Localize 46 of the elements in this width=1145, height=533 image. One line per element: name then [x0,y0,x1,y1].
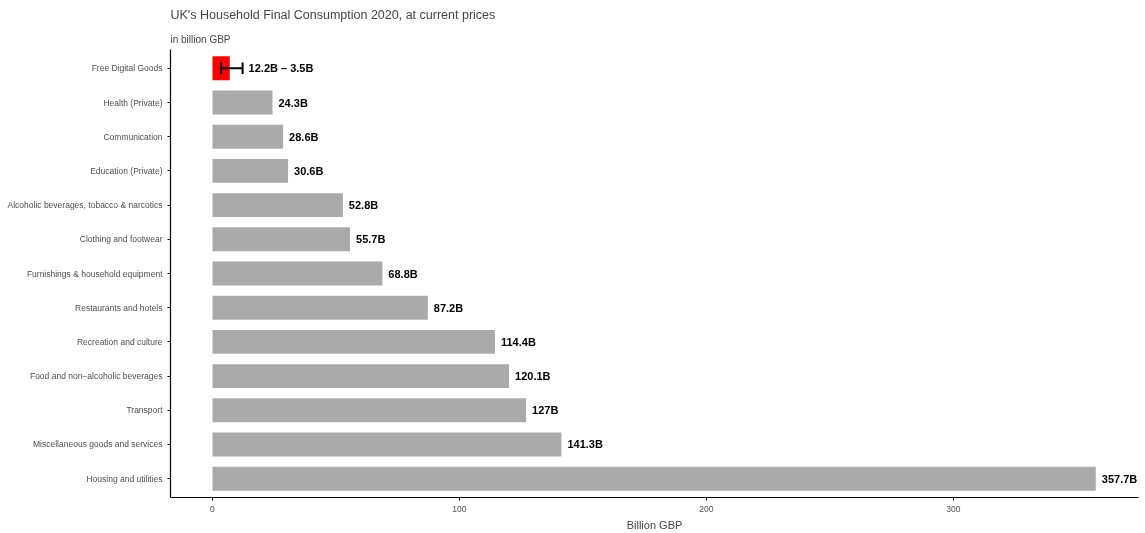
y-tick-label: Recreation and culture [76,336,163,347]
bar [212,466,1096,491]
bar [212,56,230,81]
bar [212,329,495,354]
bar [212,398,527,423]
chart-title: UK's Household Final Consumption 2020, at current prices [170,7,496,22]
data-label: 141.3B [567,438,603,451]
annotation: 12.2B – 3.5B [248,62,314,75]
bar [212,90,273,115]
bar [212,295,428,320]
data-label: 52.8B [348,199,379,212]
y-tick-label: Communication [103,131,163,142]
y-tick-label: Free Digital Goods [91,63,163,74]
bar [212,227,351,252]
x-tick-label: 100 [452,503,467,514]
data-label: 28.6B [289,130,319,143]
data-label: 87.2B [433,301,464,314]
data-label: 357.7B [1101,472,1138,485]
x-tick-label: 0 [210,503,216,514]
data-label: 127B [532,404,559,417]
chart-subtitle: in billion GBP [170,33,231,45]
y-tick-label: Furnishings & household equipment [26,268,164,279]
data-label: 114.4B [500,335,536,348]
bar [212,124,284,149]
data-label: 120.1B [515,370,551,383]
bar [212,158,289,183]
bar [212,193,343,218]
data-label: 55.7B [356,233,386,246]
x-tick-label: 200 [699,503,714,514]
data-label: 30.6B [294,164,324,177]
y-tick-label: Food and non−alcoholic beverages [29,371,163,382]
data-label: 24.3B [278,96,308,109]
y-tick-label: Alcoholic beverages, tobacco & narcotics [7,200,163,211]
y-tick-label: Transport [126,405,164,416]
y-tick-label: Restaurants and hotels [75,302,163,313]
bar [212,261,383,286]
y-tick-label: Miscellaneous goods and services [33,439,163,450]
y-tick-label: Housing and utilities [86,473,163,484]
x-tick-label: 300 [946,503,961,514]
data-label: 68.8B [388,267,418,280]
bar [212,364,510,389]
x-axis-title: Billion GBP [626,518,683,531]
y-tick-label: Education (Private) [90,165,163,176]
y-tick-label: Health (Private) [103,97,163,108]
bar [212,432,562,457]
y-tick-label: Clothing and footwear [79,234,163,245]
